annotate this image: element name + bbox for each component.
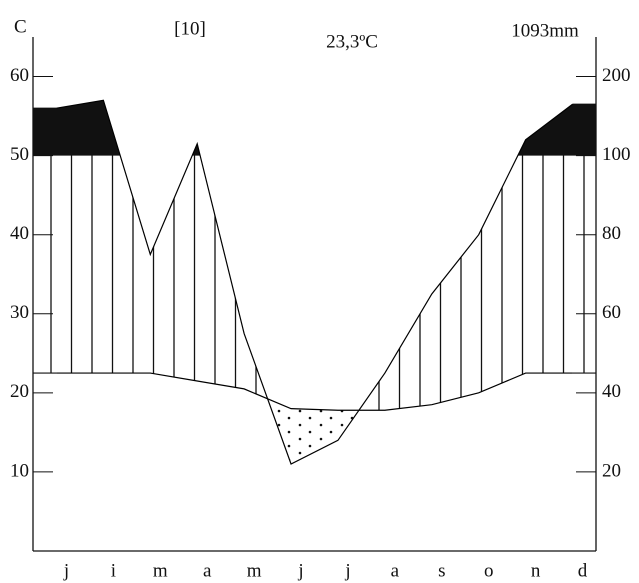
x-tick-label: n [531,560,541,581]
x-tick-label: j [344,560,350,581]
annotation: 1093mm [511,20,579,41]
x-tick-label: m [153,560,168,581]
x-tick-label: j [63,560,69,581]
x-tick-label: i [111,560,116,581]
y-tick-label: 60 [10,65,29,86]
arid-area [33,373,596,465]
y-tick-label: 20 [10,381,29,402]
y-axis-label: C [14,16,27,37]
y2-tick-label: 20 [602,460,621,481]
x-tick-label: j [297,560,303,581]
y2-tick-label: 60 [602,302,621,323]
y-tick-label: 40 [10,223,29,244]
y2-tick-label: 40 [602,381,621,402]
x-tick-label: s [438,560,445,581]
y-tick-label: 30 [10,302,29,323]
annotation: [10] [174,18,206,39]
y-tick-label: 10 [10,460,29,481]
x-tick-label: m [247,560,262,581]
temperature-line [56,372,573,411]
y2-tick-label: 100 [602,144,631,165]
y-tick-label: 50 [10,144,29,165]
humid-area [33,100,596,411]
y2-tick-label: 80 [602,223,621,244]
x-tick-label: o [484,560,494,581]
x-tick-label: d [578,560,588,581]
y2-tick-label: 200 [602,65,631,86]
precipitation-line [56,99,573,465]
x-tick-label: a [203,560,212,581]
x-tick-label: a [391,560,400,581]
annotation: 23,3ºC [326,31,378,52]
